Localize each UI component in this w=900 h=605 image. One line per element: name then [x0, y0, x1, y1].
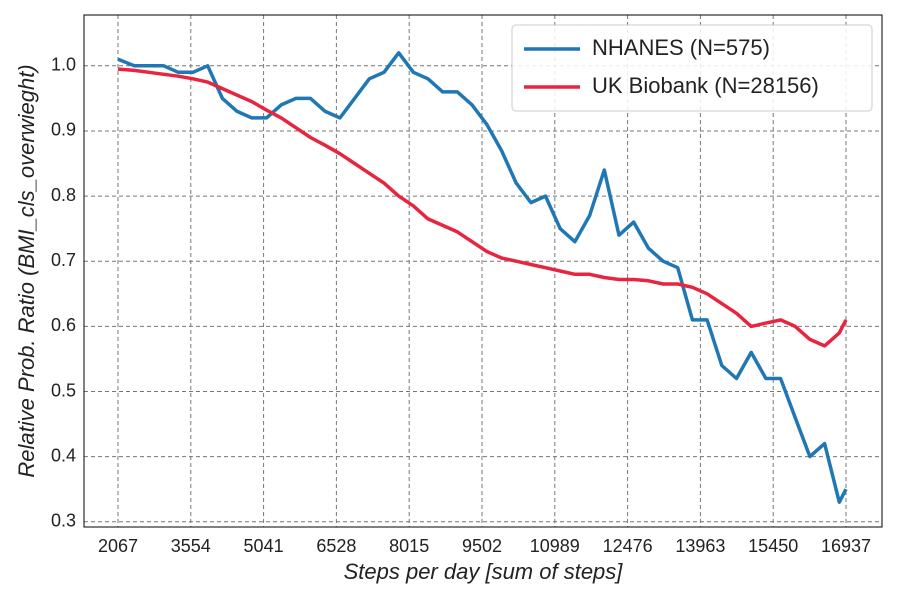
x-tick-label: 8015	[389, 536, 429, 556]
x-tick-label: 12476	[603, 536, 653, 556]
y-tick-label: 0.3	[51, 511, 76, 531]
legend-box	[511, 24, 873, 112]
y-tick-label: 0.7	[51, 250, 76, 270]
y-tick-label: 0.5	[51, 380, 76, 400]
legend-label: UK Biobank (N=28156)	[592, 73, 819, 98]
x-tick-label: 2067	[98, 536, 138, 556]
x-tick-label: 5041	[244, 536, 284, 556]
x-tick-label: 3554	[171, 536, 211, 556]
x-tick-label: 9502	[462, 536, 502, 556]
series-line	[117, 51, 848, 504]
x-axis-label: Steps per day [sum of steps]	[344, 559, 624, 584]
y-axis-label: Relative Prob. Ratio (BMI_cls_overwieght…	[14, 64, 39, 477]
x-tick-label: 15450	[748, 536, 798, 556]
legend: NHANES (N=575) UK Biobank (N=28156)	[511, 24, 873, 112]
y-tick-label: 1.0	[51, 55, 76, 75]
x-tick-label: 16937	[821, 536, 871, 556]
plot-frame	[83, 14, 883, 528]
y-tick-label: 0.8	[51, 185, 76, 205]
series-line	[117, 67, 848, 348]
x-tick-label: 6528	[316, 536, 356, 556]
legend-label: NHANES (N=575)	[592, 35, 770, 60]
y-tick-label: 0.6	[51, 315, 76, 335]
x-tick-label: 13963	[675, 536, 725, 556]
y-tick-label: 0.9	[51, 120, 76, 140]
x-tick-label: 10989	[530, 536, 580, 556]
y-tick-label: 0.4	[51, 445, 76, 465]
